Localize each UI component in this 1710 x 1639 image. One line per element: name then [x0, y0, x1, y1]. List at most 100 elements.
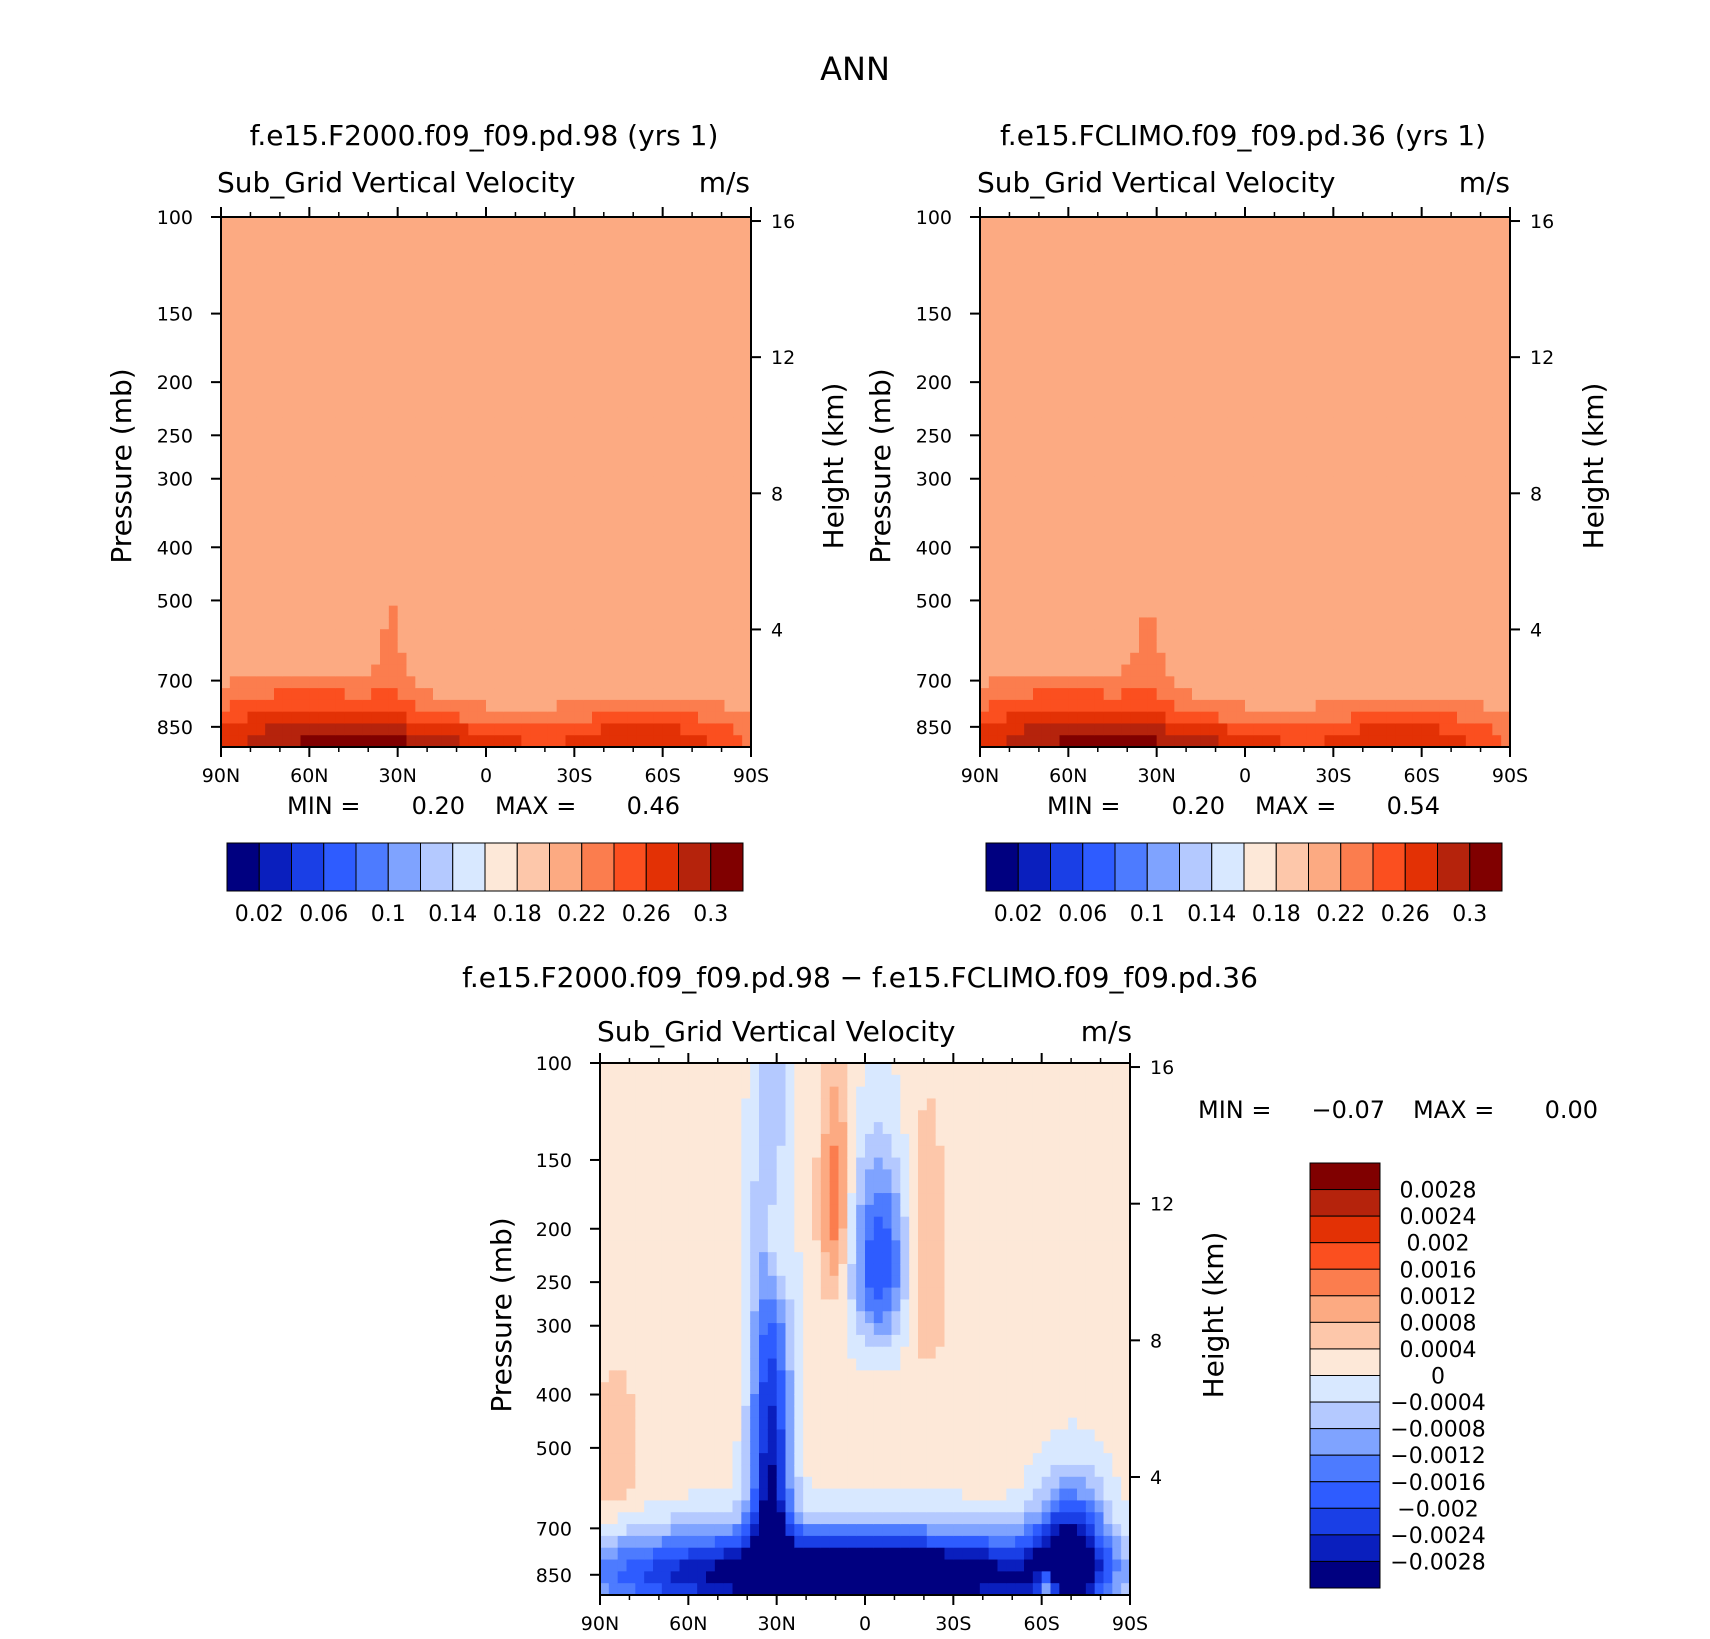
contour-cell	[583, 429, 593, 442]
contour-cell	[1165, 405, 1175, 418]
contour-cell	[1041, 358, 1052, 371]
contour-cell	[1209, 299, 1220, 312]
contour-cell	[1086, 699, 1096, 713]
contour-cell	[1041, 405, 1052, 418]
contour-cell	[980, 523, 990, 536]
contour-cell	[1006, 617, 1016, 630]
contour-cell	[1086, 652, 1096, 666]
contour-cell	[1289, 629, 1299, 642]
contour-cell	[574, 652, 584, 666]
contour-cell	[1059, 299, 1069, 312]
contour-cell	[609, 287, 620, 301]
contour-cell	[1094, 417, 1105, 430]
contour-cell	[335, 652, 346, 666]
contour-cell	[282, 405, 293, 418]
contour-cell	[1041, 440, 1052, 454]
contour-cell	[300, 358, 310, 371]
contour-cell	[450, 605, 461, 619]
contour-cell	[1165, 688, 1175, 701]
contour-cell	[1262, 629, 1273, 642]
contour-cell	[1333, 323, 1343, 336]
contour-cell	[583, 641, 593, 654]
contour-cell	[1306, 452, 1317, 465]
contour-cell	[539, 287, 549, 301]
contour-cell	[1112, 417, 1122, 430]
contour-cell	[662, 688, 673, 701]
contour-cell	[353, 452, 363, 465]
contour-cell	[530, 570, 540, 583]
contour-cell	[1280, 523, 1290, 536]
contour-cell	[1174, 723, 1184, 736]
contour-cell	[1050, 476, 1061, 489]
contour-cell	[274, 487, 284, 501]
contour-cell	[1298, 275, 1308, 289]
contour-cell	[1041, 334, 1052, 348]
contour-cell	[1165, 264, 1175, 277]
contour-cell	[1368, 723, 1379, 736]
contour-cell	[1227, 605, 1237, 619]
contour-cell	[980, 393, 990, 407]
contour-cell	[1200, 464, 1211, 477]
contour-cell	[1024, 511, 1034, 524]
contour-cell	[238, 240, 249, 253]
contour-cell	[1068, 652, 1078, 666]
contour-cell	[574, 228, 584, 242]
contour-cell	[1094, 275, 1105, 289]
contour-cell	[1324, 287, 1334, 301]
contour-cell	[1024, 393, 1034, 407]
contour-cell	[583, 617, 593, 630]
contour-cell	[1315, 711, 1326, 725]
contour-cell	[565, 664, 575, 677]
contour-cell	[671, 323, 681, 336]
contour-cell	[247, 370, 257, 383]
contour-cell	[1227, 699, 1237, 713]
contour-cell	[1130, 358, 1140, 371]
contour-cell	[229, 629, 240, 642]
contour-cell	[1271, 735, 1281, 748]
contour-cell	[1377, 558, 1387, 571]
contour-cell	[1112, 287, 1122, 301]
contour-cell	[362, 381, 372, 395]
contour-cell	[600, 582, 611, 595]
contour-cell	[574, 582, 584, 595]
contour-cell	[1227, 511, 1237, 524]
contour-cell	[645, 699, 655, 713]
contour-cell	[1006, 370, 1016, 383]
contour-cell	[1377, 605, 1387, 619]
contour-cell	[565, 228, 575, 242]
contour-cell	[344, 629, 355, 642]
contour-cell	[282, 523, 293, 536]
contour-cell	[344, 275, 355, 289]
contour-cell	[344, 523, 355, 536]
contour-cell	[353, 311, 363, 324]
contour-cell	[1033, 711, 1043, 725]
contour-cell	[1130, 429, 1140, 442]
contour-cell	[441, 735, 452, 748]
contour-cell	[1103, 228, 1114, 242]
contour-cell	[1192, 381, 1202, 395]
contour-cell	[671, 723, 681, 736]
contour-cell	[1024, 311, 1034, 324]
contour-cell	[530, 641, 540, 654]
contour-cell	[1103, 511, 1114, 524]
contour-cell	[600, 228, 611, 242]
contour-cell	[1174, 275, 1184, 289]
contour-cell	[1395, 711, 1405, 725]
contour-cell	[1183, 711, 1193, 725]
contour-cell	[742, 570, 752, 583]
contour-cell	[1050, 346, 1061, 359]
contour-cell	[1395, 629, 1405, 642]
contour-cell	[1033, 688, 1043, 701]
contour-cell	[671, 417, 681, 430]
contour-cell	[494, 664, 505, 677]
contour-cell	[521, 358, 531, 371]
contour-cell	[1245, 440, 1255, 454]
contour-cell	[291, 523, 302, 536]
contour-cell	[221, 699, 231, 713]
contour-cell	[1059, 605, 1069, 619]
contour-cell	[415, 240, 425, 253]
contour-cell	[1015, 228, 1025, 242]
contour-cell	[1333, 511, 1343, 524]
contour-cell	[1086, 723, 1096, 736]
contour-cell	[1139, 311, 1149, 324]
